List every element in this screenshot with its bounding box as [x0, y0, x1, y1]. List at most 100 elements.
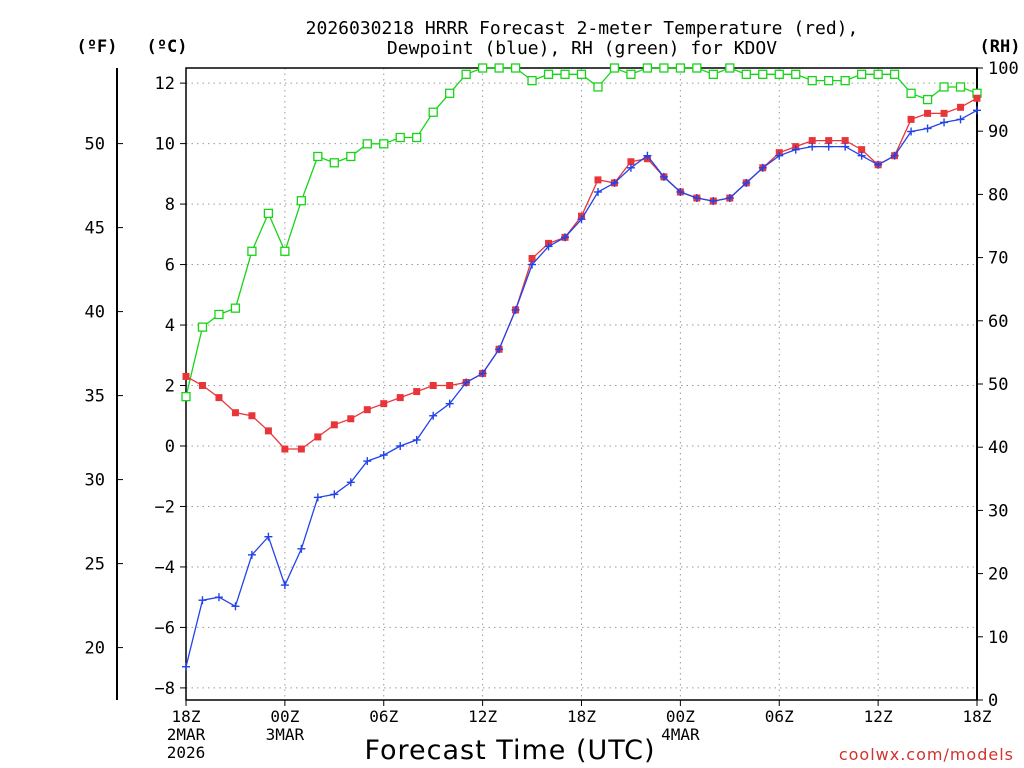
- rh-marker: [428, 107, 438, 117]
- rh-line: [185, 67, 978, 397]
- dewpoint-marker: [462, 378, 471, 387]
- rh-marker: [477, 63, 488, 73]
- dewpoint-marker: [890, 151, 899, 160]
- temperature-marker: [858, 146, 866, 154]
- dewpoint-marker: [808, 142, 817, 151]
- rh-marker: [510, 63, 521, 73]
- rh-marker: [939, 82, 949, 92]
- rh-tick-label: 70: [988, 249, 1008, 269]
- rh-marker: [313, 151, 323, 162]
- temperature-marker: [907, 115, 915, 123]
- rh-marker: [494, 63, 504, 73]
- dewpoint-marker: [643, 151, 652, 160]
- rh-tick-label: 90: [988, 122, 1008, 142]
- dewpoint-marker: [198, 596, 207, 605]
- dewpoint-marker: [495, 345, 504, 354]
- x-tick-label: 00Z: [270, 707, 299, 726]
- temperature-marker: [841, 137, 849, 145]
- x-tick-label: 2MAR: [167, 725, 206, 744]
- rh-marker: [461, 69, 471, 79]
- dewpoint-marker: [429, 411, 438, 420]
- dewpoint-marker: [692, 194, 701, 203]
- rh-marker: [329, 158, 339, 168]
- rh-marker: [395, 132, 405, 143]
- dewpoint-marker: [907, 127, 916, 136]
- dewpoint-marker: [445, 399, 454, 408]
- rh-marker: [856, 69, 867, 79]
- celsius-tick-label: 12: [155, 74, 175, 94]
- rh-tick-label: 0: [988, 691, 998, 711]
- temperature-marker: [330, 421, 338, 429]
- dewpoint-marker: [676, 187, 685, 196]
- dewpoint-marker: [280, 581, 289, 590]
- temperature-marker: [297, 445, 305, 453]
- celsius-unit-label: (ºC): [147, 37, 188, 57]
- x-axis-label: Forecast Time (UTC): [364, 735, 655, 766]
- dewpoint-marker: [247, 550, 256, 559]
- dewpoint-marker: [626, 163, 635, 172]
- temperature-marker: [281, 445, 289, 453]
- rh-marker: [181, 391, 191, 402]
- axes: [116, 67, 983, 706]
- x-tick-label: 3MAR: [266, 725, 305, 744]
- rh-tick-label: 30: [988, 501, 1008, 521]
- dewpoint-marker: [593, 187, 602, 196]
- fahrenheit-tick-label: 40: [85, 303, 105, 323]
- fahrenheit-tick-label: 45: [85, 219, 105, 239]
- rh-tick-label: 50: [988, 375, 1008, 395]
- temperature-marker: [825, 137, 833, 145]
- rh-marker: [527, 75, 537, 86]
- temperature-marker: [314, 433, 322, 441]
- dewpoint-marker: [379, 451, 388, 460]
- rh-marker: [626, 69, 636, 79]
- rh-marker: [412, 132, 422, 143]
- x-tick-label: 18Z: [567, 707, 596, 726]
- temperature-marker: [594, 176, 602, 184]
- dewpoint-marker: [874, 160, 883, 169]
- x-tick-label: 18Z: [963, 707, 992, 726]
- celsius-tick-label: −4: [155, 558, 175, 578]
- dewpoint-marker: [412, 435, 421, 444]
- rh-marker: [922, 94, 933, 105]
- x-tick-label: 4MAR: [661, 725, 700, 744]
- rh-marker: [346, 151, 356, 162]
- fahrenheit-tick-label: 25: [85, 555, 105, 575]
- dewpoint-marker: [791, 145, 800, 154]
- rh-marker: [263, 208, 274, 219]
- dewpoint-marker: [478, 369, 487, 378]
- temperature-marker: [248, 412, 256, 420]
- celsius-tick-label: 8: [165, 195, 175, 215]
- temperature-marker: [429, 382, 437, 390]
- dewpoint-marker: [396, 441, 405, 450]
- celsius-tick-label: 0: [165, 437, 175, 457]
- rh-marker: [576, 69, 587, 79]
- rh-tick-label: 40: [988, 438, 1008, 458]
- rh-marker: [247, 246, 257, 256]
- dewpoint-marker: [742, 178, 751, 187]
- dewpoint-marker: [330, 490, 339, 499]
- rh-marker: [230, 303, 241, 313]
- rh-marker: [296, 196, 307, 206]
- rh-marker: [609, 63, 620, 73]
- celsius-tick-label: 4: [165, 316, 175, 336]
- rh-tick-label: 10: [988, 628, 1008, 648]
- temperature-marker: [215, 394, 223, 402]
- temperature-marker: [973, 94, 981, 102]
- temperature-marker: [396, 394, 404, 402]
- fahrenheit-tick-label: 20: [85, 639, 105, 659]
- dewpoint-marker: [511, 305, 520, 314]
- dewpoint-marker: [709, 197, 718, 206]
- dewpoint-marker: [775, 151, 784, 160]
- x-tick-label: 12Z: [468, 707, 497, 726]
- dewpoint-marker: [544, 242, 553, 251]
- celsius-tick-label: 10: [155, 135, 175, 155]
- rh-marker: [692, 63, 702, 73]
- temperature-marker: [264, 427, 272, 435]
- rh-marker: [774, 69, 784, 79]
- temperature-marker: [347, 415, 355, 423]
- temperature-marker: [182, 372, 190, 380]
- temperature-marker: [940, 109, 948, 117]
- dewpoint-marker: [363, 457, 372, 466]
